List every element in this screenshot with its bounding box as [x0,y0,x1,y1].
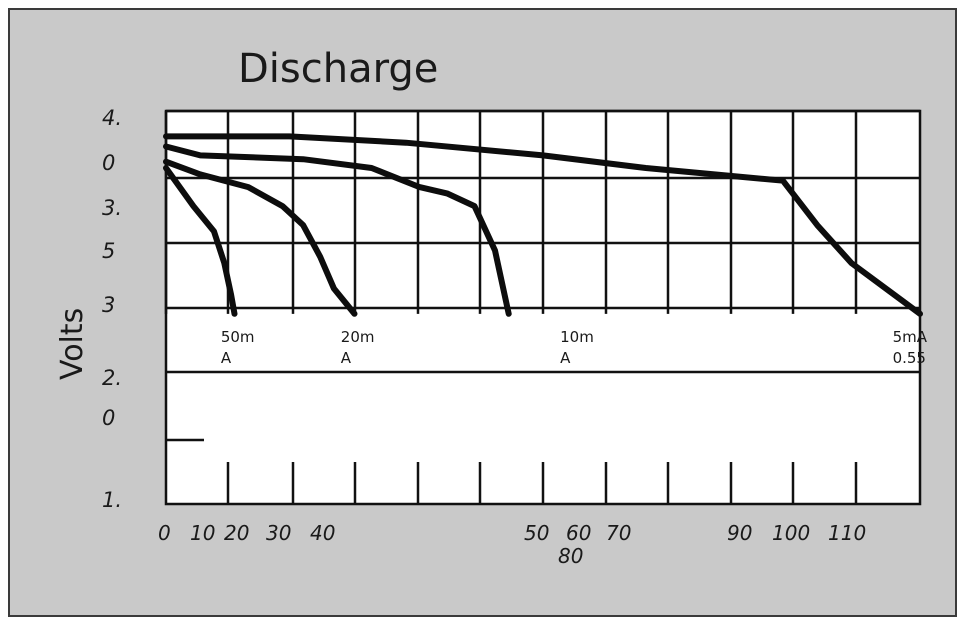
x-tick-label: 90 [727,521,752,545]
y-tick-label: 2. [102,366,122,390]
series-annotation: A [560,349,571,367]
y-tick-label: 4. [102,106,122,130]
series-line-10ma [163,143,512,317]
x-tick-label: 60 [566,521,591,545]
y-axis-label: Volts [55,308,90,380]
x-tick-label: 40 [310,521,335,545]
x-tick-label: 50 [524,521,549,545]
discharge-chart: Discharge 50m A 20m A 10m A 5mA 0.55 4. 0 3. 5 3 2. 0… [55,46,928,568]
y-tick-label: 1. [102,488,122,512]
chart-title: Discharge [238,46,438,92]
x-tick-label: 70 [606,521,631,545]
x-tick-label: 110 [828,521,866,545]
x-tick-label: 80 [558,544,583,568]
x-tick-label: 30 [266,521,291,545]
x-tick-label: 10 [190,521,215,545]
annotation-layer: 50m A 20m A 10m A 5mA 0.55 [221,328,928,367]
series-annotation: 50m [221,328,255,346]
x-tick-label: 0 [158,521,171,545]
series-annotation: A [341,349,352,367]
y-tick-label: 0 [102,151,115,175]
grid [164,109,922,506]
chart-frame: Discharge 50m A 20m A 10m A 5mA 0.55 4. 0 3. 5 3 2. 0… [8,8,957,617]
series-annotation: A [221,349,232,367]
y-tick-label: 0 [102,406,115,430]
series-annotation: 20m [341,328,375,346]
plot-border [164,109,922,506]
series-annotation: 5mA [893,328,928,346]
y-tick-labels: 4. 0 3. 5 3 2. 0 1. [102,106,122,512]
x-tick-label: 20 [224,521,249,545]
series-line-5ma [163,133,923,317]
y-tick-label: 3 [102,293,115,317]
series-annotation: 10m [560,328,594,346]
series-line-50ma [163,165,238,317]
y-tick-label: 5 [102,239,115,263]
series-annotation: 0.55 [893,349,926,367]
series-line-20ma [163,158,358,317]
y-tick-label: 3. [102,196,122,220]
series-layer [163,133,923,317]
x-tick-labels: 0 10 20 30 40 50 60 70 80 90 100 110 [158,521,866,568]
x-tick-label: 100 [772,521,810,545]
